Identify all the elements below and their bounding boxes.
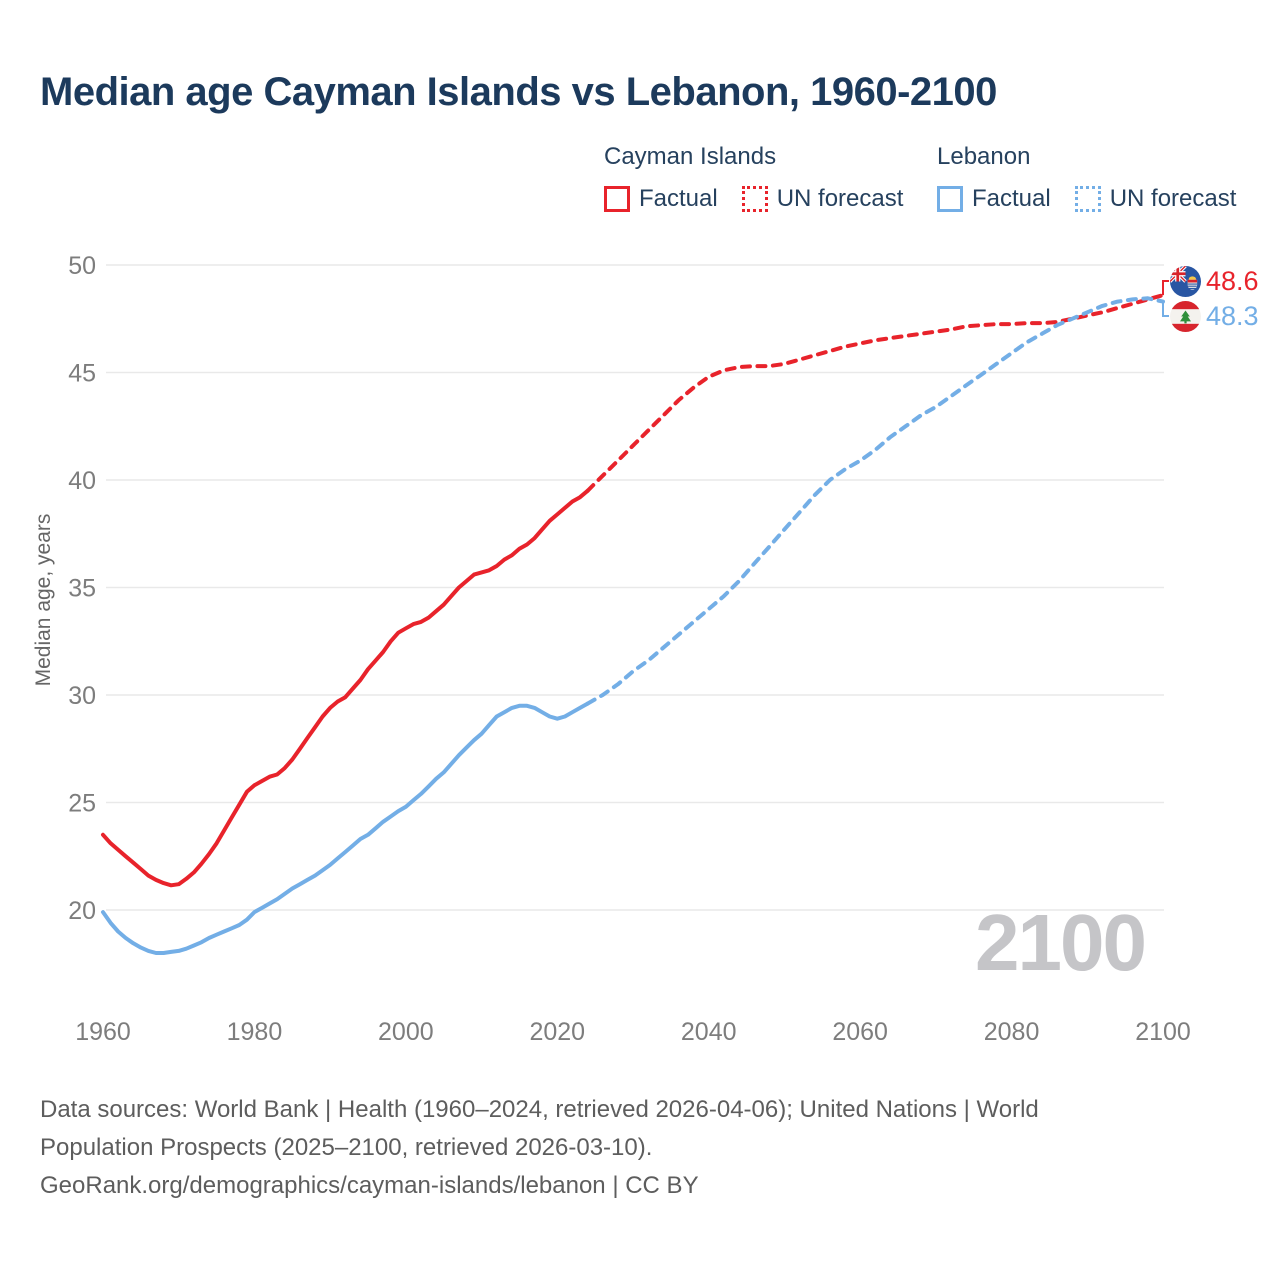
y-tick-label-25: 25	[68, 790, 96, 818]
end-label-cayman: 48.6	[1170, 265, 1259, 297]
legend-cayman-name: Cayman Islands	[604, 143, 777, 170]
legend-group-lebanon: Lebanon Factual UN forecast	[937, 143, 1267, 213]
lebanon-forecast-label: UN forecast	[1109, 185, 1237, 212]
x-tick-label-2000: 2000	[378, 1018, 434, 1046]
series-line-3-dashed	[585, 296, 1165, 706]
cayman-forecast-swatch-icon	[741, 186, 768, 212]
x-tick-label-1980: 1980	[227, 1018, 283, 1046]
end-label-lebanon: 48.3	[1170, 300, 1259, 332]
series-line-1-dashed	[585, 293, 1165, 493]
y-tick-label-45: 45	[68, 360, 96, 388]
y-tick-label-40: 40	[68, 467, 96, 495]
x-tick-label-1960: 1960	[75, 1018, 131, 1046]
footer-line-2: Population Prospects (2025–2100, retriev…	[40, 1134, 653, 1161]
y-tick-label-20: 20	[68, 897, 96, 925]
lebanon-end-value: 48.3	[1206, 300, 1259, 331]
cayman-forecast-label: UN forecast	[776, 185, 904, 212]
x-tick-label-2020: 2020	[529, 1018, 585, 1046]
lebanon-factual-label: Factual	[972, 185, 1051, 212]
footer-line-1: Data sources: World Bank | Health (1960–…	[40, 1096, 1039, 1123]
cayman-islands-flag-icon	[1170, 265, 1201, 297]
x-tick-label-2060: 2060	[832, 1018, 888, 1046]
y-tick-label-35: 35	[68, 575, 96, 603]
series-line-2-solid	[101, 701, 590, 955]
x-tick-label-2100: 2100	[1135, 1018, 1191, 1046]
legend-lebanon-name: Lebanon	[937, 143, 1031, 170]
lebanon-end-connector	[1162, 301, 1169, 317]
x-tick-label-2040: 2040	[681, 1018, 737, 1046]
lebanon-flag-icon	[1170, 300, 1201, 332]
cayman-factual-swatch-icon	[604, 186, 630, 212]
lebanon-forecast-swatch-icon	[1074, 186, 1101, 212]
legend-group-cayman: Cayman Islands Factual UN forecast	[604, 143, 934, 213]
lebanon-factual-swatch-icon	[937, 186, 963, 212]
data-sources-footer: Data sources: World Bank | Health (1960–…	[40, 1091, 1170, 1205]
footer-line-3: GeoRank.org/demographics/cayman-islands/…	[40, 1172, 699, 1199]
series-line-0-solid	[101, 488, 590, 888]
cayman-end-connector	[1162, 280, 1169, 296]
y-tick-label-30: 30	[68, 682, 96, 710]
y-tick-label-50: 50	[68, 252, 96, 280]
cayman-end-value: 48.6	[1206, 265, 1259, 296]
cayman-crest	[1187, 275, 1198, 290]
page-title: Median age Cayman Islands vs Lebanon, 19…	[40, 70, 997, 114]
watermark-year: 2100	[975, 898, 1147, 987]
cayman-factual-label: Factual	[639, 185, 718, 212]
x-tick-label-2080: 2080	[984, 1018, 1040, 1046]
